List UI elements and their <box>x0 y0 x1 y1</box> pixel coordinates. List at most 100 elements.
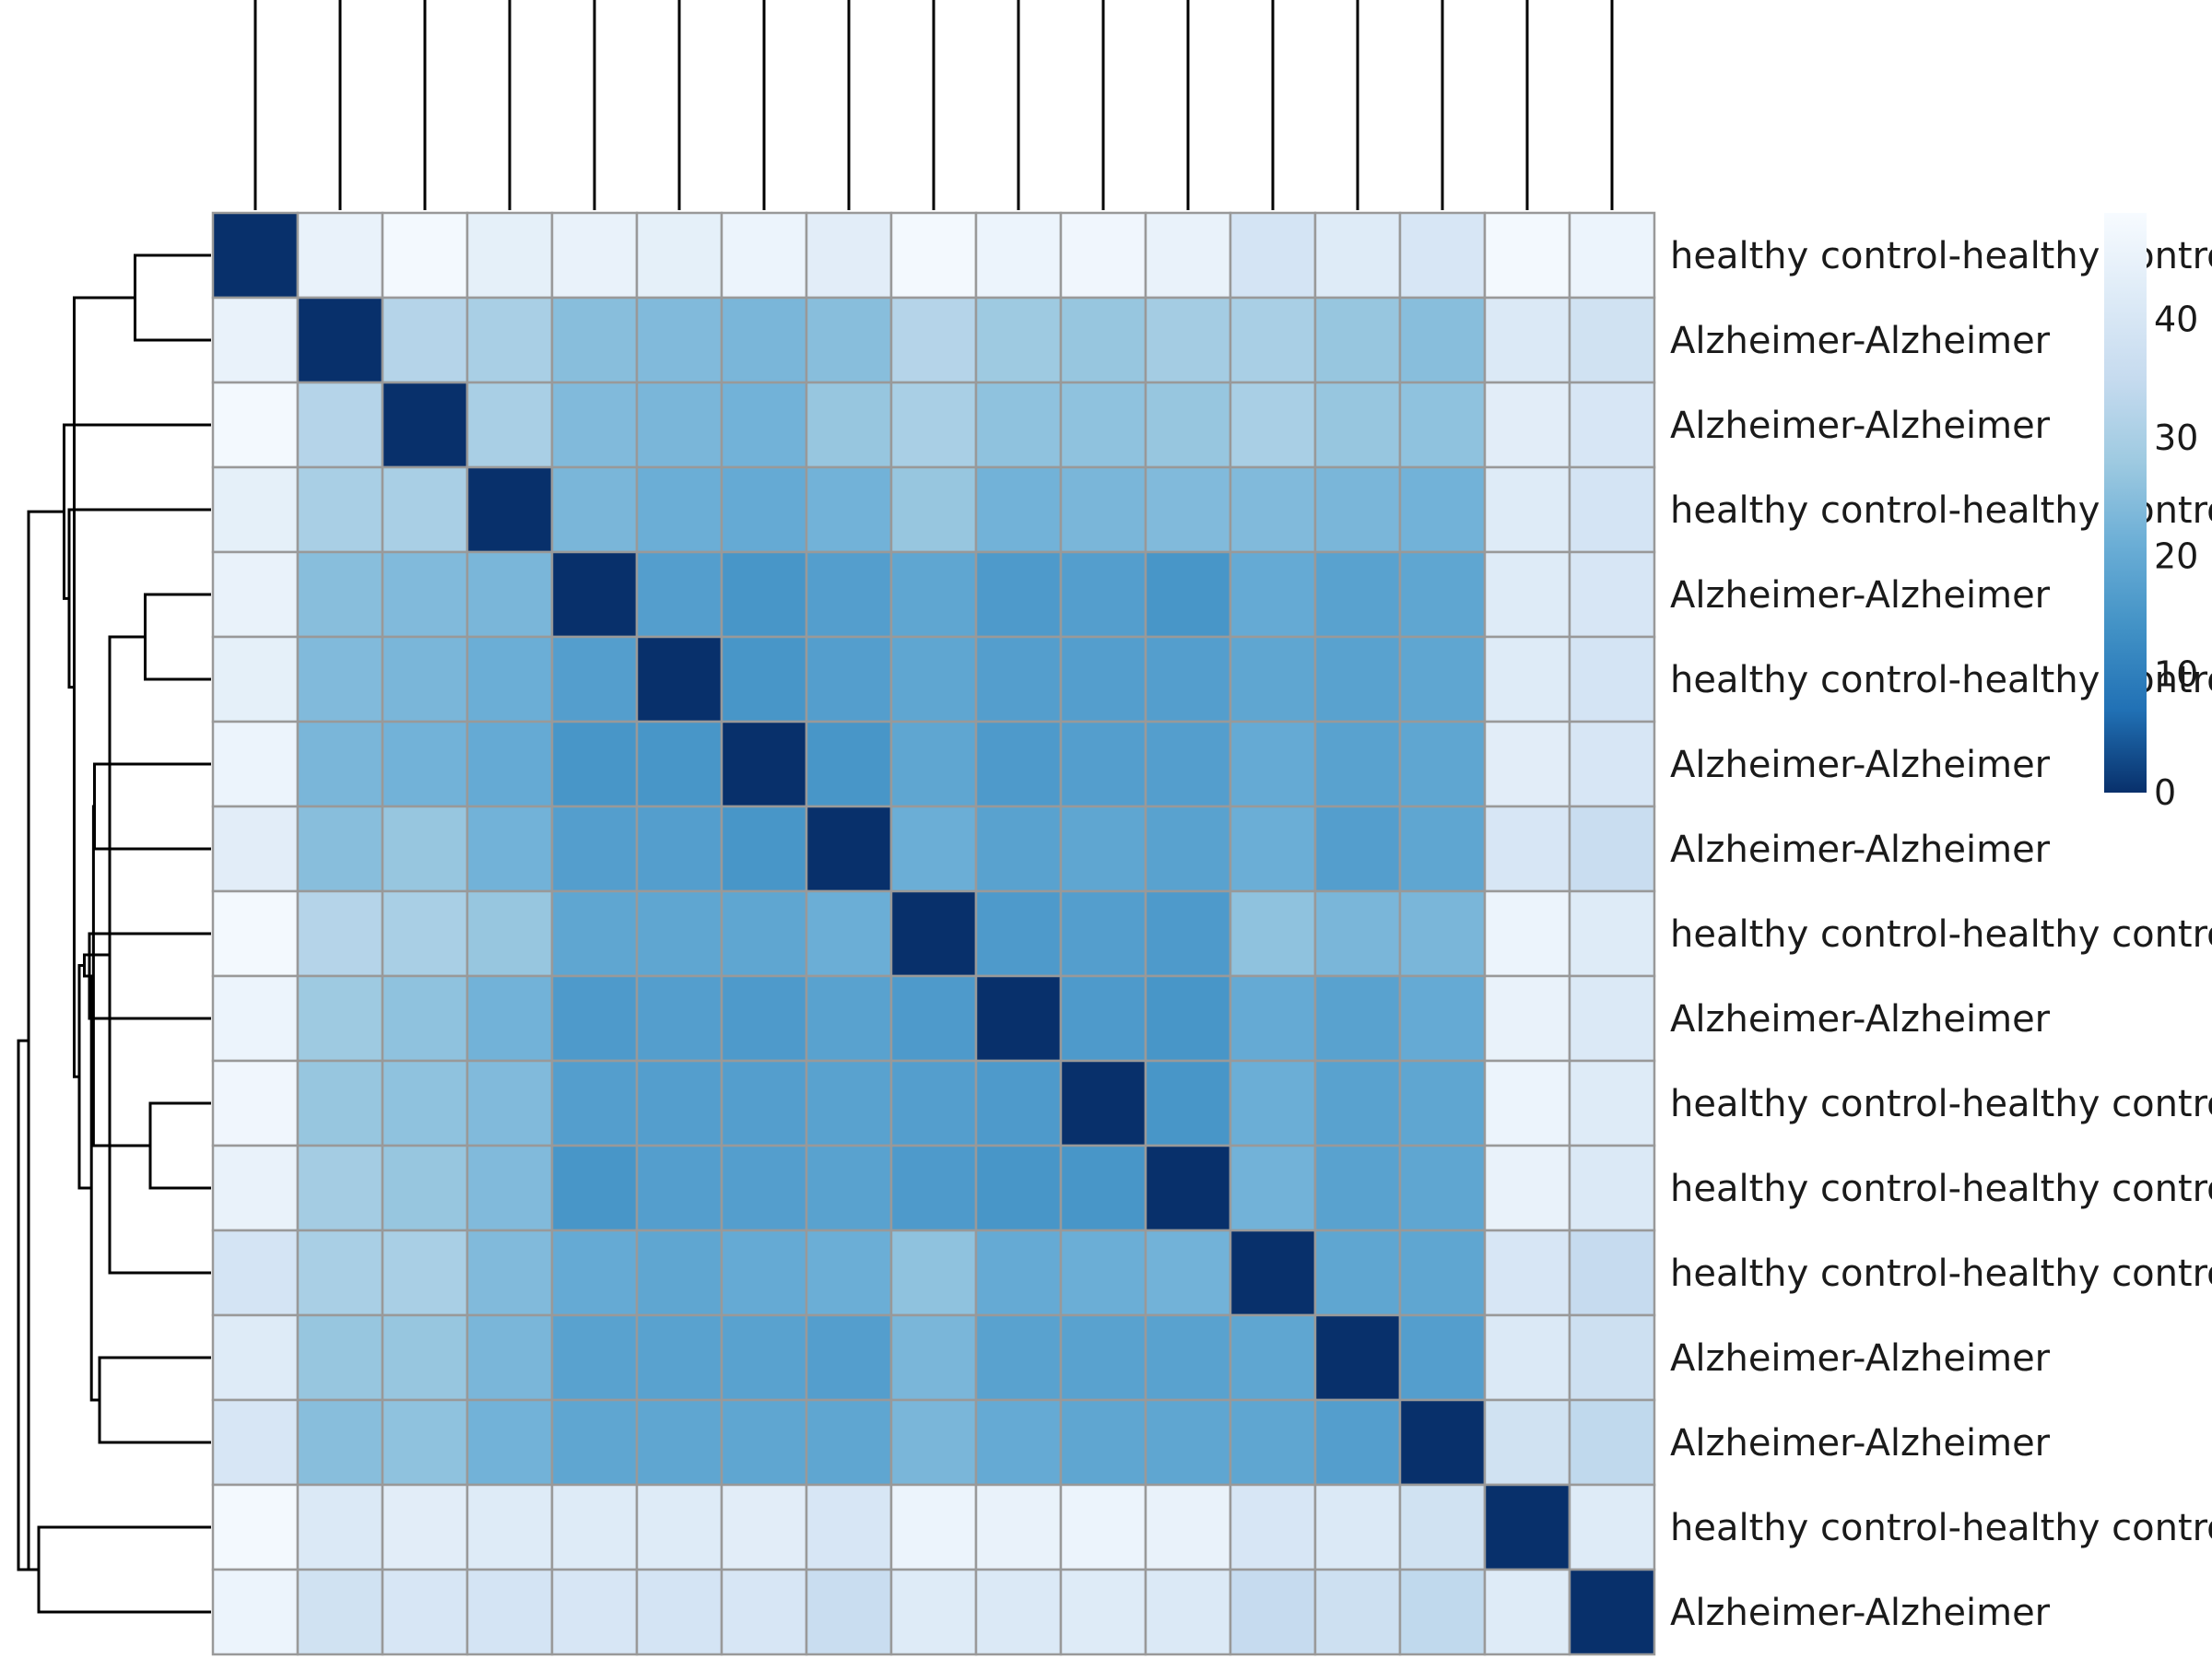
heatmap-cell <box>720 635 808 724</box>
heatmap-cell <box>635 296 724 384</box>
heatmap-cell <box>1313 1059 1402 1147</box>
heatmap-cell <box>211 550 300 639</box>
heatmap-cell <box>1313 1144 1402 1232</box>
heatmap-cell <box>1483 211 1571 300</box>
heatmap-cell <box>550 974 639 1063</box>
heatmap-cell <box>720 465 808 554</box>
heatmap-cell <box>805 296 893 384</box>
heatmap-cell <box>1229 1483 1317 1571</box>
heatmap-cell <box>889 296 978 384</box>
dendrogram-link <box>91 805 150 1147</box>
heatmap-cell <box>974 974 1063 1063</box>
heatmap-cell <box>296 381 384 469</box>
heatmap-cell <box>720 550 808 639</box>
heatmap-cell <box>381 889 469 978</box>
color-scale-legend: 0 10 20 30 40 <box>2104 213 2198 813</box>
heatmap-cell <box>1229 805 1317 893</box>
heatmap-cell <box>720 805 808 893</box>
heatmap-cell <box>1144 1229 1232 1317</box>
heatmap-cell <box>889 1144 978 1232</box>
heatmap-cell <box>1568 720 1656 808</box>
heatmap-cell <box>381 1313 469 1402</box>
heatmap-cell <box>805 720 893 808</box>
heatmap-cell <box>1313 974 1402 1063</box>
heatmap-cell <box>381 974 469 1063</box>
heatmap-cell <box>296 805 384 893</box>
heatmap-cell <box>1059 1398 1147 1487</box>
heatmap-cell <box>1313 550 1402 639</box>
heatmap-cell <box>1398 974 1487 1063</box>
row-label: Alzheimer-Alzheimer <box>1670 1422 2051 1465</box>
heatmap-cell <box>465 1483 554 1571</box>
heatmap-cell <box>805 1144 893 1232</box>
heatmap-cell <box>1568 211 1656 300</box>
heatmap-cell <box>1483 296 1571 384</box>
heatmap-cell <box>1059 974 1147 1063</box>
heatmap-cell <box>550 805 639 893</box>
heatmap-cell <box>635 1229 724 1317</box>
heatmap-cell <box>1059 296 1147 384</box>
heatmap-cell <box>1144 974 1232 1063</box>
heatmap-cell <box>1398 1313 1487 1402</box>
heatmap-cell <box>889 889 978 978</box>
heatmap-cell <box>296 1568 384 1656</box>
heatmap-cell <box>1144 550 1232 639</box>
heatmap-cell <box>889 1568 978 1656</box>
heatmap-cell <box>1398 1229 1487 1317</box>
dendrogram-link <box>98 1356 211 1444</box>
heatmap-cell <box>974 381 1063 469</box>
heatmap-cell <box>720 1398 808 1487</box>
heatmap-cell <box>1144 1568 1232 1656</box>
dendrogram-link <box>762 0 851 210</box>
heatmap-cell <box>1144 1398 1232 1487</box>
color-scale-tick-label: 10 <box>2154 654 2198 695</box>
heatmap-cell <box>296 1144 384 1232</box>
heatmap-cell <box>550 1398 639 1487</box>
heatmap-cell <box>1059 1144 1147 1232</box>
heatmap-cell <box>211 1568 300 1656</box>
heatmap-cell <box>974 1313 1063 1402</box>
heatmap-cell <box>1229 1059 1317 1147</box>
heatmap-cell <box>550 1229 639 1317</box>
heatmap-cell <box>1568 1229 1656 1317</box>
heatmap-cell <box>465 1568 554 1656</box>
heatmap-cell <box>296 974 384 1063</box>
heatmap-cell <box>296 296 384 384</box>
heatmap-cell <box>635 1483 724 1571</box>
row-label: healthy control-healthy control <box>1670 1168 2212 1210</box>
heatmap-cell <box>1398 381 1487 469</box>
heatmap-cell <box>550 889 639 978</box>
heatmap-cell <box>550 465 639 554</box>
heatmap-cell <box>550 1313 639 1402</box>
heatmap-cell <box>1568 465 1656 554</box>
heatmap-cell <box>974 1059 1063 1147</box>
heatmap-cell <box>1483 465 1571 554</box>
dendrogram-link <box>144 593 211 681</box>
heatmap-cell <box>1229 1144 1317 1232</box>
dendrogram-link <box>1356 0 1444 210</box>
heatmap-cell <box>635 720 724 808</box>
heatmap-cell <box>1398 296 1487 384</box>
heatmap-cell <box>805 1313 893 1402</box>
heatmap-cell <box>1144 720 1232 808</box>
heatmap-cell <box>211 805 300 893</box>
heatmap-cell <box>1568 1144 1656 1232</box>
heatmap-cell <box>381 1568 469 1656</box>
heatmap-cell <box>720 211 808 300</box>
heatmap-cell <box>296 635 384 724</box>
heatmap-cell <box>974 1568 1063 1656</box>
heatmap-cell <box>381 296 469 384</box>
heatmap-cell <box>1398 635 1487 724</box>
heatmap-cell <box>1568 1568 1656 1656</box>
dendrogram-link <box>63 423 211 600</box>
row-label: healthy control-healthy control <box>1670 913 2212 956</box>
heatmap-cell <box>889 1398 978 1487</box>
heatmap-cell <box>1059 1059 1147 1147</box>
heatmap-cell <box>889 550 978 639</box>
color-scale-tick-label: 0 <box>2154 772 2176 813</box>
heatmap-cell <box>1229 1568 1317 1656</box>
heatmap-cell <box>720 974 808 1063</box>
heatmap-cell <box>1398 1398 1487 1487</box>
heatmap-cell <box>974 550 1063 639</box>
heatmap-cell <box>720 1059 808 1147</box>
